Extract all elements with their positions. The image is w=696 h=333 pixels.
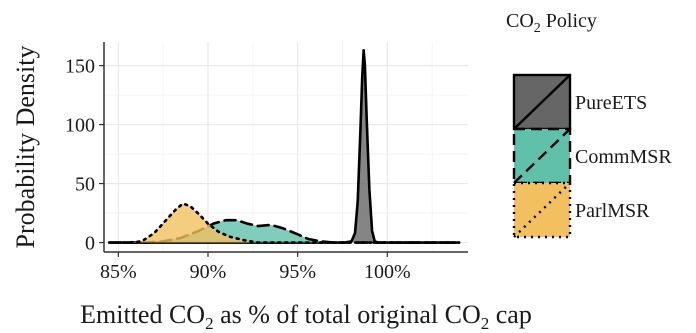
legend-label-commmsr: CommMSR [575,146,672,168]
legend-title-sub: 2 [534,21,541,36]
legend-key-line-pureets [513,74,571,130]
legend-title-part-1: CO [506,10,534,32]
x-tick-label: 85% [100,261,137,283]
x-axis-title-sub-1: 2 [205,314,214,333]
x-axis-title-part-3: cap [489,300,532,329]
series-layer [108,48,461,244]
density-line-parlmsr [108,202,461,244]
axes [103,42,468,253]
y-tick-label: 0 [85,233,95,255]
legend: CO2 Policy PureETS CommMSR ParlMSR [506,10,672,239]
x-axis-title: Emitted CO2 as % of total original CO2 c… [80,300,532,333]
x-tick-label: 90% [190,261,227,283]
y-tick-label: 50 [75,174,95,196]
density-line-commmsr [108,218,461,244]
legend-title-part-2: Policy [541,10,597,32]
x-axis-title-part-1: Emitted CO [80,300,205,329]
legend-key-parlmsr [512,181,572,239]
legend-title: CO2 Policy [506,10,597,36]
legend-items: PureETS CommMSR ParlMSR [512,73,672,239]
legend-label-parlmsr: ParlMSR [575,200,650,222]
x-axis-title-part-2: as % of total original CO [214,300,481,329]
density-line-pureets [108,48,461,244]
ticks: 85% 90% 95% 100% 0 50 100 150 [65,56,411,283]
y-tick-label: 150 [65,56,95,78]
legend-label-pureets: PureETS [575,92,647,114]
legend-key-line-commmsr [513,128,571,184]
x-tick-label: 100% [364,261,411,283]
plot-panel [104,42,468,252]
y-axis-title: Probability Density [11,46,40,249]
y-tick-label: 100 [65,115,95,137]
legend-key-line-parlmsr [513,182,571,238]
x-axis-title-sub-2: 2 [481,314,490,333]
x-tick-label: 95% [279,261,316,283]
